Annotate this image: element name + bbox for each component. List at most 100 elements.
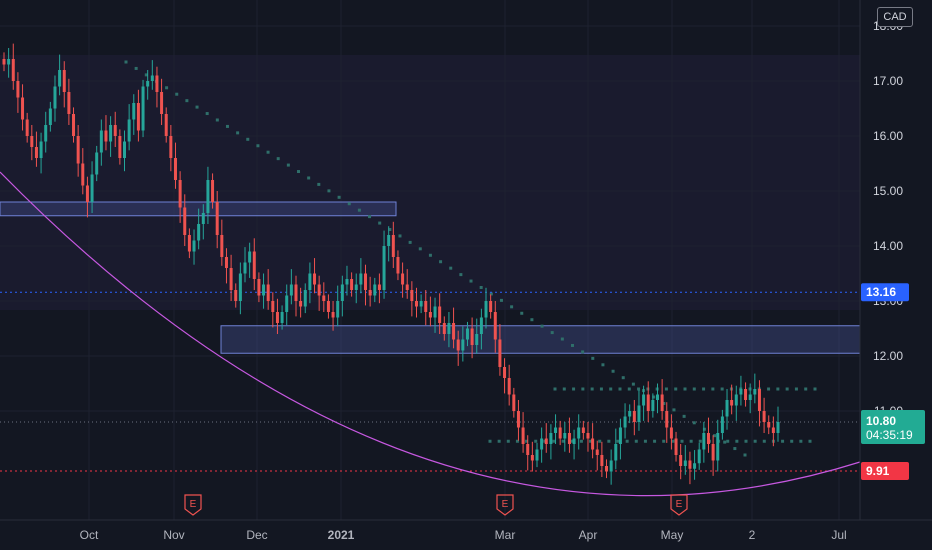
candle-body: [326, 301, 330, 312]
x-tick-labels: Oct Nov Dec 2021 Mar Apr May 2 Jul: [80, 528, 847, 542]
candle-body: [90, 174, 94, 202]
trend-dot: [664, 387, 668, 391]
candle-body: [424, 301, 428, 312]
candle-body: [549, 433, 553, 444]
candle-body: [665, 411, 669, 428]
candle-body: [428, 312, 432, 318]
candle-body: [285, 295, 289, 312]
y-tick-label: 17.00: [873, 74, 903, 88]
x-tick-label: Mar: [495, 528, 516, 542]
candle-body: [581, 427, 585, 433]
trend-dot: [609, 387, 613, 391]
trend-dot: [631, 382, 635, 386]
trend-dot: [552, 439, 556, 443]
candle-body: [25, 119, 29, 136]
candle-body: [224, 257, 228, 268]
trend-dot: [398, 234, 402, 238]
candle-body: [368, 290, 372, 296]
candle-body: [197, 224, 201, 241]
trend-dot: [337, 195, 341, 199]
trend-dot: [680, 439, 684, 443]
candle-body: [493, 312, 497, 340]
candle-body: [206, 180, 210, 213]
candle-body: [614, 444, 618, 461]
candle-body: [373, 284, 377, 296]
candle-body: [387, 235, 391, 246]
candle-body: [11, 59, 15, 81]
candle-body: [725, 400, 729, 417]
candle-body: [470, 328, 474, 345]
y-tick-label: 12.00: [873, 349, 903, 363]
x-tick-label: May: [661, 528, 684, 542]
trend-dot: [579, 439, 583, 443]
trend-dot: [530, 318, 534, 322]
candle-body: [308, 273, 312, 290]
candle-body: [322, 295, 326, 301]
trend-dot: [515, 439, 519, 443]
candle-body: [744, 389, 748, 400]
candle-body: [776, 422, 780, 433]
candle-body: [62, 70, 66, 92]
trend-dot: [671, 439, 675, 443]
candle-body: [289, 284, 293, 296]
candle-body: [331, 312, 335, 318]
trend-dot: [804, 387, 808, 391]
trend-dot: [525, 439, 529, 443]
candle-body: [618, 427, 622, 444]
candle-body: [739, 389, 743, 395]
candle-body: [169, 136, 173, 158]
candle-body: [345, 279, 349, 285]
candle-body: [72, 114, 76, 136]
candle-body: [201, 213, 205, 224]
trend-dot: [553, 387, 557, 391]
trend-dot: [469, 279, 473, 283]
candle-body: [257, 279, 261, 296]
trend-dot: [534, 439, 538, 443]
trend-dot: [570, 439, 574, 443]
x-tick-label: 2: [749, 528, 756, 542]
trend-dot: [347, 202, 351, 206]
candle-body: [160, 92, 164, 114]
trend-dot: [368, 215, 372, 219]
candle-body: [95, 152, 99, 175]
trend-dot: [720, 387, 724, 391]
trend-dot: [799, 439, 803, 443]
candle-body: [364, 273, 368, 290]
trend-dot: [418, 247, 422, 251]
candle-body: [475, 334, 479, 345]
candle-body: [99, 130, 103, 153]
candle-body: [58, 70, 62, 87]
countdown-text: 04:35:19: [866, 428, 913, 442]
currency-badge[interactable]: CAD: [877, 7, 913, 27]
candle-body: [396, 257, 400, 274]
support-tag-text: 9.91: [866, 464, 890, 478]
trend-dot: [662, 439, 666, 443]
zone-1: [220, 325, 861, 354]
trend-dot: [662, 401, 666, 405]
candles: [2, 43, 780, 485]
zones: [0, 201, 861, 354]
candle-body: [558, 427, 562, 439]
last-price-bg: [861, 410, 925, 444]
time-axis[interactable]: [0, 520, 932, 550]
candle-body: [651, 400, 655, 411]
candle-body: [21, 97, 25, 120]
trend-dot: [781, 439, 785, 443]
trend-dot: [497, 439, 501, 443]
trend-dot: [692, 421, 696, 425]
horizontal-levels: [0, 291, 860, 472]
candle-body: [350, 279, 354, 290]
trend-dot: [702, 427, 706, 431]
earnings-marker-shape: [670, 494, 688, 516]
candle-body: [419, 301, 423, 307]
trend-dot: [489, 292, 493, 296]
trend-dot: [618, 387, 622, 391]
earnings-marker-label: E: [190, 499, 197, 510]
trend-dot: [378, 221, 382, 225]
candle-body: [118, 136, 122, 158]
candle-body: [155, 75, 159, 92]
candle-body: [414, 301, 418, 307]
candle-body: [521, 427, 525, 444]
